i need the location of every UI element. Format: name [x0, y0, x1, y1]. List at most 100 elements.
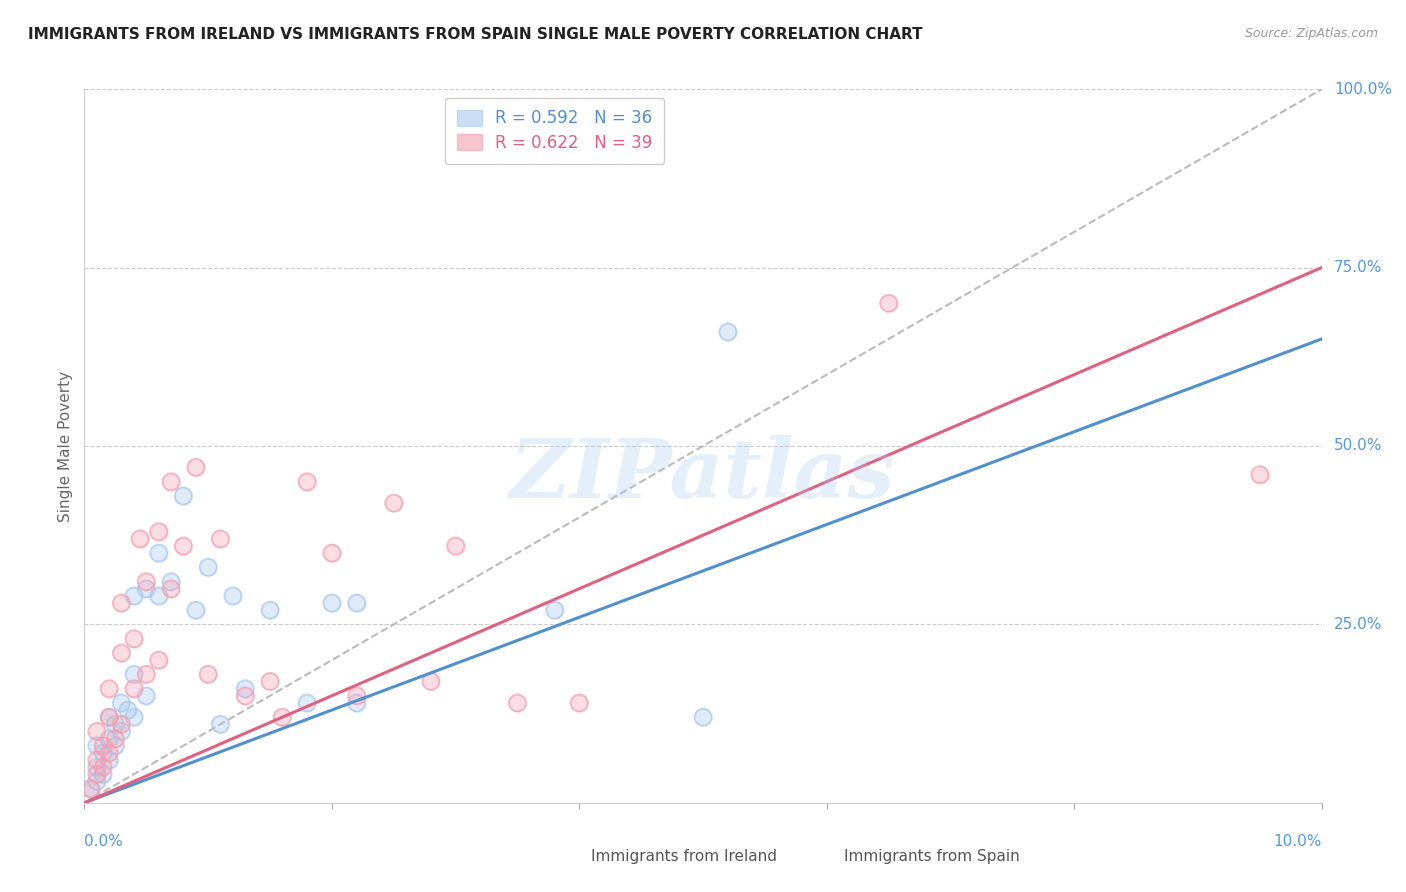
- Legend: R = 0.592   N = 36, R = 0.622   N = 39: R = 0.592 N = 36, R = 0.622 N = 39: [446, 97, 664, 163]
- Point: [135, 582, 157, 596]
- Text: 50.0%: 50.0%: [1334, 439, 1382, 453]
- Point: [110, 646, 132, 660]
- Point: [259, 603, 281, 617]
- Point: [86, 724, 108, 739]
- Point: [1249, 467, 1271, 482]
- Point: [110, 696, 132, 710]
- Point: [135, 689, 157, 703]
- Point: [271, 710, 294, 724]
- Point: [135, 667, 157, 681]
- Point: [98, 731, 121, 746]
- Text: Source: ZipAtlas.com: Source: ZipAtlas.com: [1244, 27, 1378, 40]
- Point: [148, 589, 170, 603]
- Point: [222, 589, 245, 603]
- Point: [86, 753, 108, 767]
- Point: [98, 681, 121, 696]
- Text: 10.0%: 10.0%: [1274, 834, 1322, 849]
- Point: [160, 475, 183, 489]
- Point: [172, 489, 194, 503]
- Point: [692, 710, 714, 724]
- Point: [91, 739, 114, 753]
- Point: [122, 667, 145, 681]
- Point: [160, 582, 183, 596]
- Point: [122, 589, 145, 603]
- Point: [172, 539, 194, 553]
- Point: [172, 489, 194, 503]
- Point: [117, 703, 139, 717]
- Point: [568, 696, 591, 710]
- Point: [148, 524, 170, 539]
- Point: [295, 475, 318, 489]
- Point: [122, 632, 145, 646]
- Point: [91, 746, 114, 760]
- Point: [91, 760, 114, 774]
- Point: [148, 524, 170, 539]
- Point: [346, 596, 368, 610]
- Point: [184, 603, 207, 617]
- Point: [79, 781, 101, 796]
- Point: [184, 460, 207, 475]
- Text: Immigrants from Spain: Immigrants from Spain: [844, 849, 1019, 863]
- Text: 25.0%: 25.0%: [1334, 617, 1382, 632]
- Point: [717, 325, 740, 339]
- Point: [129, 532, 152, 546]
- Point: [86, 760, 108, 774]
- Point: [110, 724, 132, 739]
- Point: [295, 696, 318, 710]
- Point: [346, 596, 368, 610]
- Point: [110, 646, 132, 660]
- Point: [321, 546, 343, 560]
- Point: [110, 696, 132, 710]
- Y-axis label: Single Male Poverty: Single Male Poverty: [58, 370, 73, 522]
- Point: [148, 653, 170, 667]
- Point: [259, 674, 281, 689]
- Point: [98, 681, 121, 696]
- Point: [346, 689, 368, 703]
- Point: [184, 603, 207, 617]
- Point: [160, 574, 183, 589]
- Point: [346, 696, 368, 710]
- Point: [444, 539, 467, 553]
- Text: 100.0%: 100.0%: [1334, 82, 1392, 96]
- Point: [346, 689, 368, 703]
- Point: [91, 739, 114, 753]
- Point: [129, 532, 152, 546]
- Point: [382, 496, 405, 510]
- Point: [148, 589, 170, 603]
- Point: [110, 717, 132, 731]
- Point: [692, 710, 714, 724]
- Point: [209, 717, 232, 731]
- Text: 75.0%: 75.0%: [1334, 260, 1382, 275]
- Point: [184, 460, 207, 475]
- Point: [104, 731, 127, 746]
- Point: [86, 739, 108, 753]
- Point: [717, 325, 740, 339]
- Point: [160, 475, 183, 489]
- Point: [160, 574, 183, 589]
- Point: [506, 696, 529, 710]
- Point: [117, 703, 139, 717]
- Point: [122, 681, 145, 696]
- Point: [98, 731, 121, 746]
- Point: [160, 582, 183, 596]
- Text: Immigrants from Ireland: Immigrants from Ireland: [591, 849, 776, 863]
- Point: [110, 717, 132, 731]
- Point: [506, 696, 529, 710]
- Point: [197, 667, 219, 681]
- Point: [122, 710, 145, 724]
- Point: [79, 781, 101, 796]
- Point: [98, 710, 121, 724]
- Point: [135, 689, 157, 703]
- Point: [91, 767, 114, 781]
- Point: [148, 653, 170, 667]
- Point: [79, 781, 101, 796]
- Text: 0.0%: 0.0%: [84, 834, 124, 849]
- Point: [197, 560, 219, 574]
- Point: [1249, 467, 1271, 482]
- Point: [233, 689, 256, 703]
- Point: [197, 667, 219, 681]
- Point: [233, 681, 256, 696]
- Point: [110, 596, 132, 610]
- Point: [122, 681, 145, 696]
- Point: [104, 717, 127, 731]
